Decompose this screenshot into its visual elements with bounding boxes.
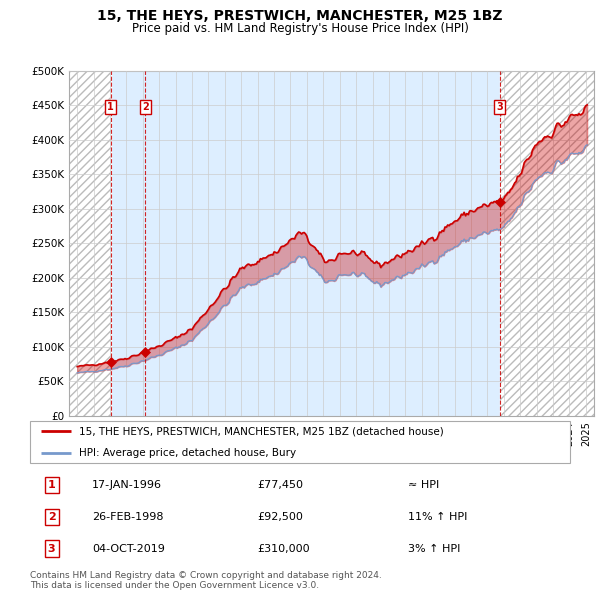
Text: 3: 3 (48, 543, 55, 553)
Bar (69, 71, 594, 416)
Text: 3% ↑ HPI: 3% ↑ HPI (408, 543, 460, 553)
Text: 17-JAN-1996: 17-JAN-1996 (92, 480, 162, 490)
Text: ≈ HPI: ≈ HPI (408, 480, 439, 490)
Text: 2: 2 (142, 102, 149, 112)
Text: 2: 2 (48, 512, 55, 522)
Text: 1: 1 (107, 102, 114, 112)
Text: HPI: Average price, detached house, Bury: HPI: Average price, detached house, Bury (79, 448, 296, 457)
Bar (69, 71, 110, 416)
Text: £310,000: £310,000 (257, 543, 310, 553)
Text: 26-FEB-1998: 26-FEB-1998 (92, 512, 164, 522)
Text: 04-OCT-2019: 04-OCT-2019 (92, 543, 165, 553)
Text: Contains HM Land Registry data © Crown copyright and database right 2024.
This d: Contains HM Land Registry data © Crown c… (30, 571, 382, 590)
Text: £77,450: £77,450 (257, 480, 303, 490)
Bar (500, 71, 594, 416)
Text: £92,500: £92,500 (257, 512, 302, 522)
Bar (69, 71, 110, 416)
Text: Price paid vs. HM Land Registry's House Price Index (HPI): Price paid vs. HM Land Registry's House … (131, 22, 469, 35)
FancyBboxPatch shape (30, 421, 570, 463)
Text: 11% ↑ HPI: 11% ↑ HPI (408, 512, 467, 522)
Bar (500, 71, 594, 416)
Text: 3: 3 (496, 102, 503, 112)
Text: 15, THE HEYS, PRESTWICH, MANCHESTER, M25 1BZ: 15, THE HEYS, PRESTWICH, MANCHESTER, M25… (97, 9, 503, 23)
Bar (110, 71, 145, 416)
Text: 1: 1 (48, 480, 55, 490)
Text: 15, THE HEYS, PRESTWICH, MANCHESTER, M25 1BZ (detached house): 15, THE HEYS, PRESTWICH, MANCHESTER, M25… (79, 427, 443, 436)
Bar (145, 71, 500, 416)
